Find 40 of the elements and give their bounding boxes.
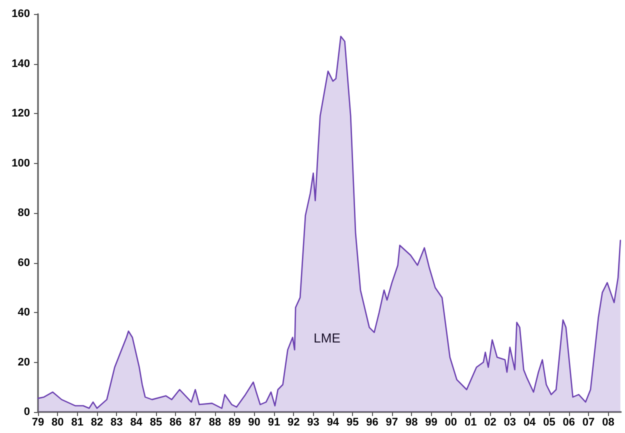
x-tick-label: 85: [150, 416, 162, 428]
y-tick-label: 80: [18, 207, 30, 219]
y-tick-label: 120: [12, 108, 30, 120]
y-tick-label: 60: [18, 256, 30, 269]
x-tick-label: 81: [71, 416, 84, 428]
x-tick-label: 00: [444, 416, 458, 428]
x-tick-label: 92: [287, 416, 300, 428]
x-tick-label: 02: [484, 416, 496, 428]
y-tick-label: 140: [12, 58, 30, 70]
annotation: LME: [314, 330, 341, 346]
y-tick-label: 160: [12, 8, 30, 20]
x-tick-label: 04: [523, 416, 537, 428]
y-tick-label: 0: [24, 406, 30, 418]
x-tick-label: 94: [326, 416, 340, 428]
x-tick-label: 82: [90, 416, 104, 428]
x-tick-label: 05: [543, 416, 556, 428]
x-tick-label: 88: [208, 416, 222, 428]
y-tick-label: 100: [12, 157, 30, 170]
x-tick-label: 01: [464, 416, 477, 428]
x-tick-label: 87: [189, 416, 202, 428]
x-tick-label: 08: [602, 416, 614, 428]
x-tick-label: 95: [346, 416, 359, 428]
x-tick-label: 97: [386, 416, 398, 428]
x-tick-label: 96: [366, 416, 378, 428]
x-tick-label: 86: [170, 416, 182, 428]
x-tick-label: 90: [248, 416, 260, 428]
x-tick-label: 03: [504, 416, 516, 428]
x-tick-label: 83: [110, 416, 123, 428]
x-tick-label: 91: [268, 416, 280, 428]
x-tick-label: 93: [307, 416, 320, 428]
x-tick-label: 89: [228, 416, 241, 428]
x-tick-label: 06: [562, 416, 576, 428]
x-tick-label: 07: [582, 416, 595, 428]
x-tick-label: 80: [52, 416, 64, 428]
x-tick-label: 79: [32, 416, 44, 428]
y-tick-label: 20: [18, 356, 30, 368]
x-tick-label: 99: [425, 416, 438, 428]
x-tick-label: 84: [130, 416, 144, 428]
y-tick-label: 40: [18, 306, 30, 318]
x-tick-label: 98: [405, 416, 418, 428]
